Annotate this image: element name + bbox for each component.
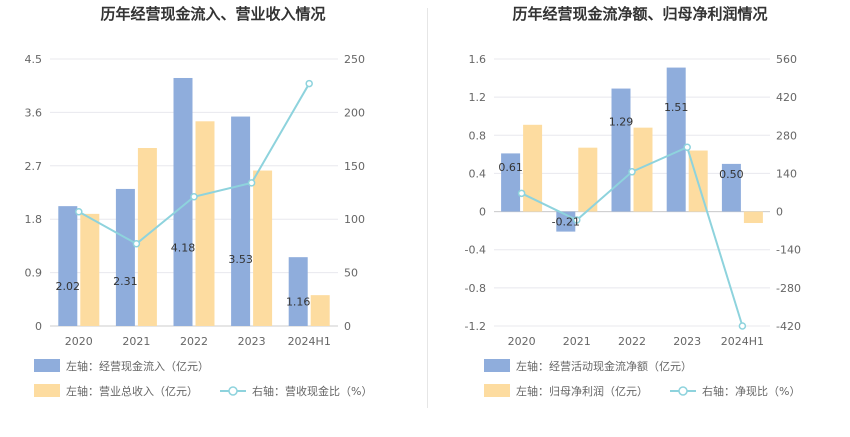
chart1-bar-s1: [58, 206, 78, 326]
chart2-right-tick-label: -280: [776, 282, 801, 295]
chart1-line-point: [190, 193, 198, 201]
chart1-bar-s2: [195, 121, 215, 326]
chart2-x-tick-label: 2023: [673, 335, 701, 348]
chart2-left-tick-label: 0.4: [469, 167, 487, 180]
chart1-bar-s2: [310, 295, 330, 326]
chart1-data-label: 2.31: [113, 275, 138, 288]
chart2-right-tick-label: -420: [776, 320, 801, 333]
chart2-left-tick-label: -0.4: [465, 244, 486, 257]
chart1-x-tick-label: 2021: [122, 335, 150, 348]
chart2-bar-s2: [578, 147, 598, 212]
chart2-x-tick-label: 2022: [618, 335, 646, 348]
chart1-bar-s1: [288, 257, 308, 326]
chart2-line-point: [628, 168, 636, 176]
chart1-right-tick-label: 50: [344, 267, 358, 280]
chart2-legend-swatch-s2: [484, 384, 510, 397]
chart2-right-tick-label: 280: [776, 129, 797, 142]
chart1-legend-label-s2: 左轴：营业总收入（亿元）: [66, 384, 198, 398]
chart2-title: 历年经营现金流净额、归母净利润情况: [512, 5, 767, 23]
chart1-line-point: [247, 179, 256, 187]
chart2-left-tick-label: 0: [479, 206, 486, 219]
chart2-bar-s2: [743, 211, 763, 224]
chart1-bar-s1: [231, 116, 251, 326]
chart1-title: 历年经营现金流入、营业收入情况: [100, 5, 325, 23]
chart2-left-tick-label: -1.2: [465, 320, 486, 333]
chart1-left-tick-label: 1.8: [25, 213, 43, 226]
chart1-right-tick-label: 0: [344, 320, 351, 333]
chart1-bar-s2: [137, 148, 157, 326]
chart2-bar-s1: [611, 88, 631, 212]
chart2-left-tick-label: 1.6: [469, 53, 487, 66]
chart2-line-point: [738, 322, 747, 330]
chart2-x-tick-label: 2021: [563, 335, 591, 348]
chart2-right-tick-label: 560: [776, 53, 797, 66]
chart1-line-point: [132, 240, 141, 248]
chart1-data-label: 2.02: [56, 280, 81, 293]
chart2-left-tick-label: 1.2: [469, 91, 487, 104]
chart2-right-tick-label: -140: [776, 244, 801, 257]
chart1-x-tick-label: 2024H1: [288, 335, 331, 348]
chart1-bar-s1: [115, 188, 135, 326]
chart1-data-label: 4.18: [171, 242, 196, 255]
chart1-bar-s1: [173, 77, 193, 326]
chart2-bar-s1: [666, 67, 686, 212]
chart1-data-label: 1.16: [286, 295, 311, 308]
chart1-data-label: 3.53: [228, 253, 253, 266]
chart2-bar-s1: [501, 153, 521, 212]
chart2-legend-marker-s3: [678, 386, 688, 396]
chart1-x-tick-label: 2020: [65, 335, 93, 348]
chart1-legend-swatch-s1: [34, 359, 60, 372]
chart2-right-tick-label: 0: [776, 206, 783, 219]
chart2-legend-label-s3: 右轴：净现比（%）: [702, 384, 800, 398]
chart1-right-tick-label: 150: [344, 160, 365, 173]
chart2-left-tick-label: -0.8: [465, 282, 486, 295]
chart1-legend-marker-s3: [228, 386, 238, 396]
chart2-data-label: 0.50: [719, 168, 744, 181]
chart2-bar-s2: [633, 127, 653, 212]
chart2-data-label: 1.29: [609, 115, 634, 128]
chart1-legend-swatch-s2: [34, 384, 60, 397]
chart1-right-tick-label: 250: [344, 53, 365, 66]
chart1-bar-s2: [80, 213, 100, 326]
chart2-x-tick-label: 2020: [508, 335, 536, 348]
chart2-legend-swatch-s1: [484, 359, 510, 372]
chart1-left-tick-label: 0.9: [25, 267, 43, 280]
chart2-bar-s1: [721, 163, 741, 212]
chart1-x-tick-label: 2022: [180, 335, 208, 348]
chart1-left-tick-label: 3.6: [25, 106, 43, 119]
chart1-legend-label-s3: 右轴：营收现金比（%）: [252, 384, 372, 398]
chart2-right-tick-label: 140: [776, 167, 797, 180]
chart2-right-tick-label: 420: [776, 91, 797, 104]
panel-divider: [427, 8, 428, 408]
chart1-left-tick-label: 2.7: [25, 160, 43, 173]
chart1-line-point: [305, 79, 313, 88]
chart2-line-point: [683, 143, 691, 152]
chart1-x-tick-label: 2023: [238, 335, 266, 348]
chart2-x-tick-label: 2024H1: [721, 335, 764, 348]
chart1-line-point: [75, 207, 83, 216]
chart2-data-label: -0.21: [552, 216, 580, 229]
chart2-line-point: [517, 189, 526, 198]
chart1-line-s3: [78, 83, 311, 245]
chart1-left-tick-label: 0: [35, 320, 42, 333]
chart2-bar-s2: [523, 124, 543, 212]
chart1-bar-s2: [253, 170, 273, 326]
chart2-line-point: [573, 216, 581, 224]
chart1-right-tick-label: 100: [344, 213, 365, 226]
chart1-left-tick-label: 4.5: [25, 53, 43, 66]
chart1-legend-label-s1: 左轴：经营现金流入（亿元）: [66, 359, 209, 373]
chart2-legend-label-s2: 左轴：归母净利润（亿元）: [516, 384, 648, 398]
chart2-left-tick-label: 0.8: [469, 129, 487, 142]
chart2-data-label: 1.51: [664, 101, 689, 114]
chart2-legend-label-s1: 左轴：经营活动现金流净额（亿元）: [516, 359, 692, 373]
chart2-data-label: 0.61: [498, 161, 523, 174]
chart1-right-tick-label: 200: [344, 106, 365, 119]
